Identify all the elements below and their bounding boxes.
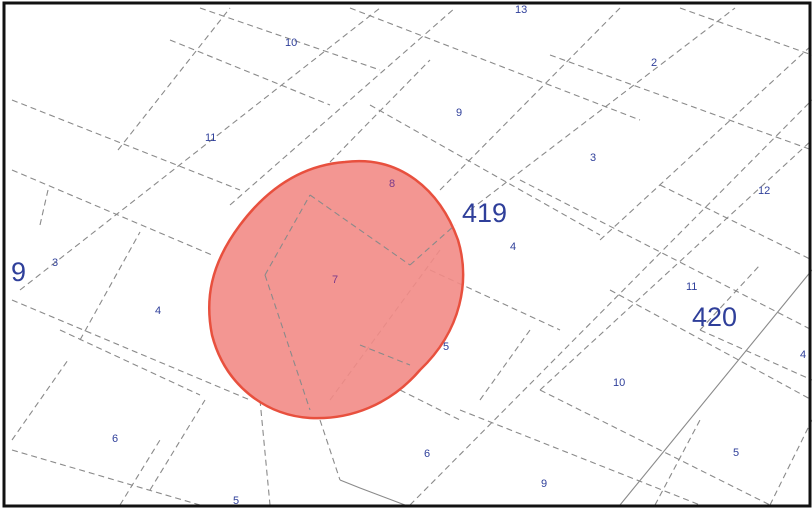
boundary-line <box>309 194 411 266</box>
boundary-line <box>11 169 213 256</box>
boundary-line <box>469 7 736 211</box>
boundary-line <box>11 359 69 441</box>
boundary-line <box>119 439 161 506</box>
boundary-line <box>549 54 812 151</box>
boundary-line <box>399 389 461 421</box>
boundary-line <box>39 189 49 226</box>
boundary-line <box>264 274 311 411</box>
lot-number: 6 <box>424 448 430 460</box>
boundary-line <box>59 329 201 396</box>
highlight-inner-lines <box>264 194 456 411</box>
boundary-line <box>349 7 641 121</box>
lot-number: 7 <box>332 274 338 286</box>
boundary-line <box>619 269 812 506</box>
lot-number: 3 <box>590 152 596 164</box>
boundary-line <box>479 329 531 401</box>
boundary-line <box>659 184 812 261</box>
lot-number: 9 <box>541 478 547 490</box>
lot-number: 2 <box>651 57 657 69</box>
boundary-line <box>117 7 231 151</box>
block-labels: 419 420 9 <box>11 198 737 332</box>
block-number: 419 <box>462 198 507 228</box>
boundary-line <box>699 329 812 381</box>
boundary-line <box>409 99 812 506</box>
boundary-line <box>319 419 341 481</box>
lot-number: 5 <box>233 495 239 507</box>
lot-number: 5 <box>733 447 739 459</box>
boundary-line <box>11 449 201 506</box>
highlighted-area[interactable] <box>207 159 465 420</box>
lot-number: 4 <box>155 305 161 317</box>
boundary-line <box>539 139 812 391</box>
boundary-line <box>519 179 812 331</box>
lot-number: 11 <box>686 281 697 293</box>
boundary-line <box>79 231 141 341</box>
boundary-line <box>654 419 701 506</box>
boundary-line <box>609 289 812 401</box>
boundary-line <box>169 39 331 106</box>
lot-labels: 13 10 2 11 9 3 12 8 3 4 7 4 11 5 4 10 6 … <box>52 4 806 507</box>
boundary-line <box>539 389 771 506</box>
boundary-line <box>19 7 381 291</box>
boundary-line <box>149 399 206 491</box>
block-number: 420 <box>692 302 737 332</box>
lot-number: 12 <box>758 185 770 197</box>
lot-number: 4 <box>510 241 516 253</box>
lot-number: 10 <box>285 37 297 49</box>
boundary-line <box>359 344 411 366</box>
boundary-line <box>439 7 621 191</box>
boundary-line <box>769 419 812 506</box>
block-number: 9 <box>11 257 26 287</box>
lot-number: 13 <box>515 4 527 16</box>
lot-number: 11 <box>205 132 216 144</box>
boundary-line <box>679 7 812 56</box>
boundary-line <box>409 224 456 266</box>
lot-number: 4 <box>800 349 806 361</box>
boundary-line <box>339 479 406 506</box>
boundary-line <box>11 99 241 191</box>
boundary-line <box>11 299 251 401</box>
boundary-line <box>264 194 311 276</box>
boundary-line <box>459 409 701 506</box>
boundary-line <box>199 7 381 71</box>
boundary-line <box>699 264 761 331</box>
lot-number: 9 <box>456 107 462 119</box>
lot-number: 5 <box>443 341 449 353</box>
boundary-line <box>369 104 601 236</box>
lot-number: 3 <box>52 257 58 269</box>
lot-number: 6 <box>112 433 118 445</box>
boundary-line <box>599 44 812 241</box>
lot-number: 8 <box>389 178 395 190</box>
lot-number: 10 <box>613 377 625 389</box>
boundary-line <box>259 399 271 506</box>
